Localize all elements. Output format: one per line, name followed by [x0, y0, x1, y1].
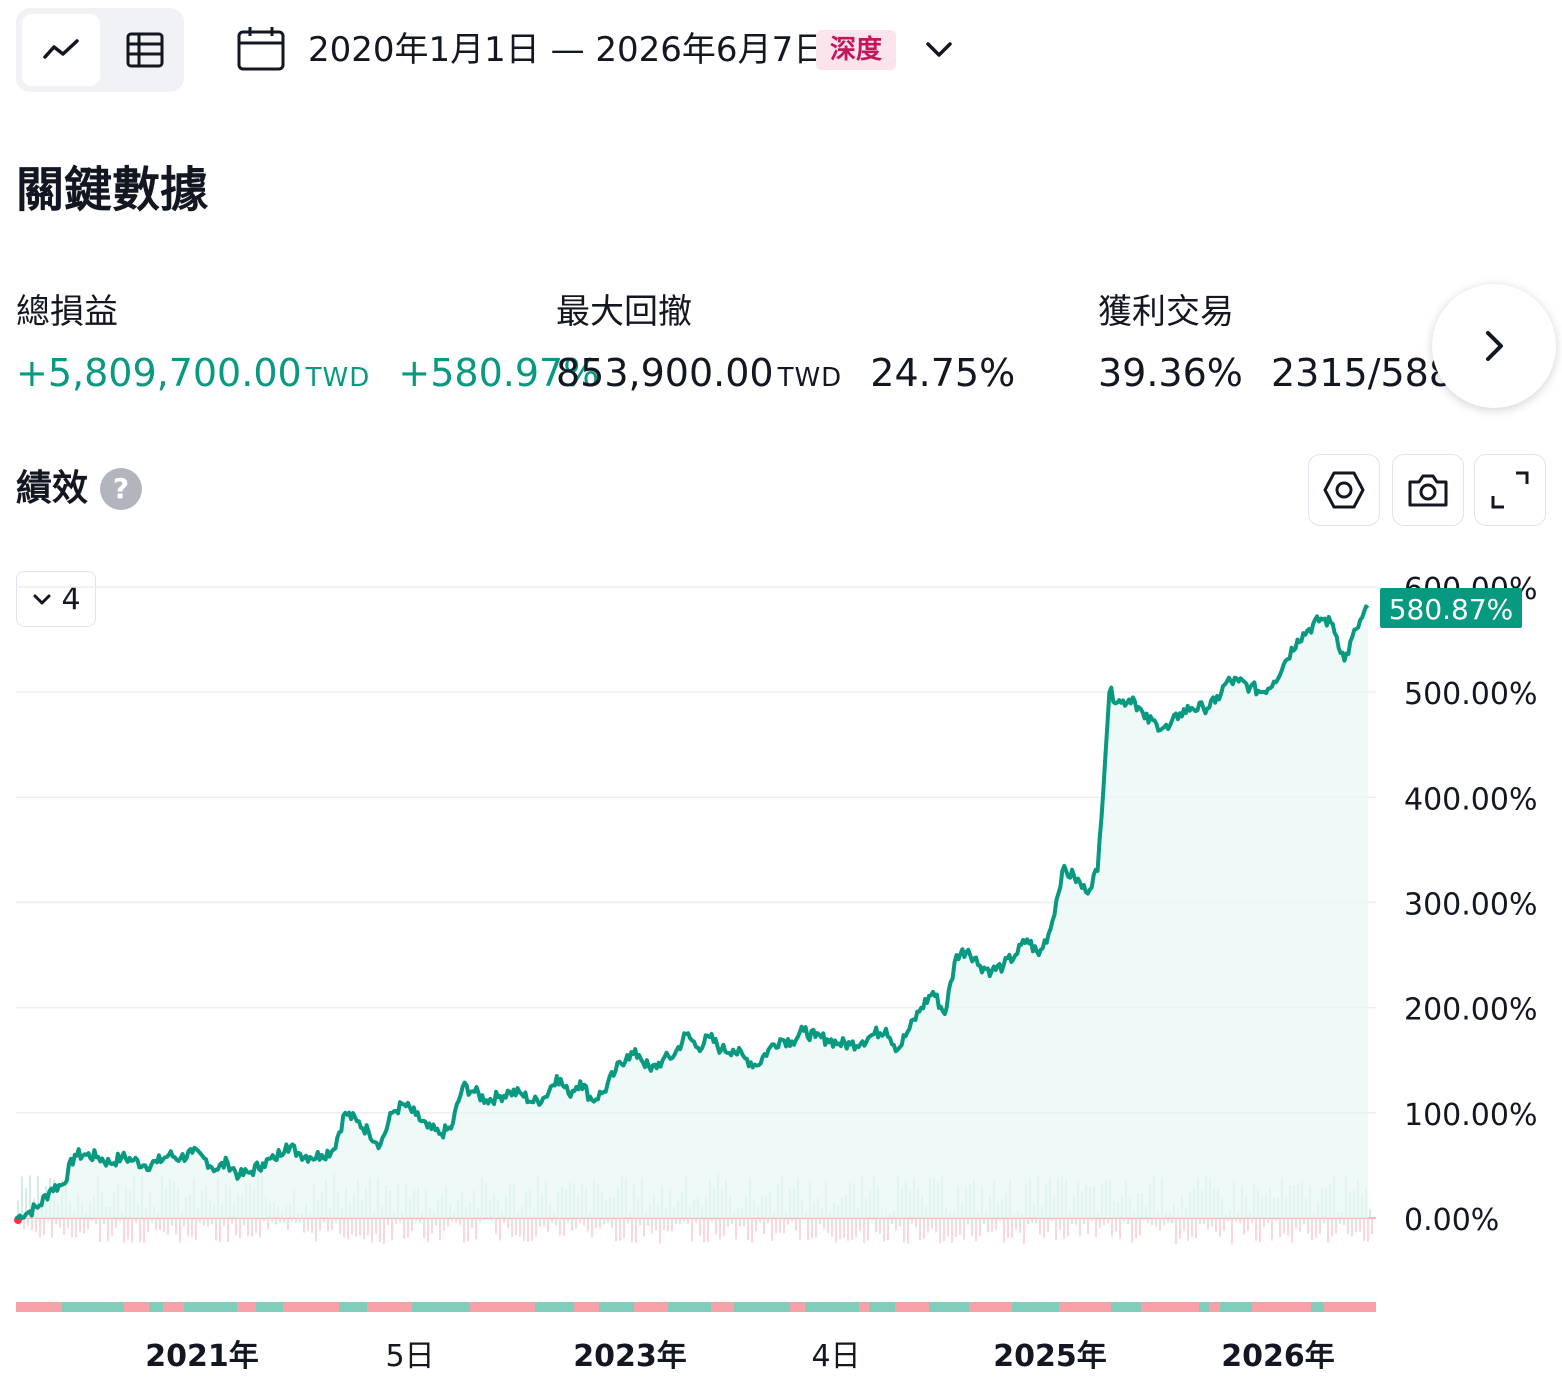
mode-badge: 深度 [816, 30, 897, 70]
strip-segment [535, 1302, 574, 1312]
chevron-right-icon [1486, 331, 1503, 361]
profitable-trades-percent: 39.36% [1098, 351, 1243, 395]
strip-segment [805, 1302, 859, 1312]
strip-segment [1141, 1302, 1199, 1312]
page-title: 關鍵數據 [16, 162, 209, 218]
calendar-icon[interactable] [236, 26, 286, 72]
x-tick-label: 2026年 [1221, 1339, 1335, 1374]
x-tick-label: 2021年 [145, 1339, 259, 1374]
performance-title: 績效 [16, 468, 89, 509]
stat-label-max-drawdown: 最大回撤 [556, 292, 692, 332]
strip-segment [1059, 1302, 1111, 1312]
strip-segment [869, 1302, 895, 1312]
strip-segment [969, 1302, 1012, 1312]
last-value-label: 580.87% [1380, 588, 1522, 629]
strip-segment [367, 1302, 412, 1312]
strip-segment [599, 1302, 634, 1312]
strip-segment [1311, 1302, 1324, 1312]
strip-segment [1324, 1302, 1376, 1312]
fullscreen-button[interactable] [1474, 454, 1546, 526]
x-tick-label: 4日 [811, 1339, 860, 1374]
last-value-box [1380, 588, 1522, 629]
view-mode-toggle [16, 8, 184, 92]
equity-line [15, 604, 1370, 1220]
last-value-text: 580.87% [1389, 593, 1514, 626]
stat-value-profitable-trades: 39.36% 2315/5882 [1098, 348, 1477, 398]
stat-label-profitable-trades: 獲利交易 [1098, 292, 1234, 332]
strip-segment [62, 1302, 124, 1312]
stat-label-total-pnl: 總損益 [16, 292, 118, 332]
max-drawdown-unit: TWD [777, 363, 843, 393]
strip-segment [859, 1302, 869, 1312]
max-drawdown-amount: 853,900.00 [556, 351, 774, 395]
total-pnl-percent: +580.97% [398, 351, 600, 395]
help-icon[interactable]: ? [100, 468, 142, 510]
strip-segment [1012, 1302, 1059, 1312]
strip-segment [124, 1302, 149, 1312]
strip-segment [668, 1302, 711, 1312]
strip-segment [339, 1302, 367, 1312]
table-view-icon [126, 32, 164, 68]
total-pnl-unit: TWD [305, 363, 371, 393]
table-view-button[interactable] [106, 14, 184, 86]
y-tick-label: 400.00% [1404, 782, 1537, 817]
chart-settings-button[interactable] [1308, 454, 1380, 526]
series-selector[interactable]: 4 [16, 571, 96, 627]
strip-segment [256, 1302, 283, 1312]
y-tick-label: 500.00% [1404, 677, 1537, 712]
strip-segment [895, 1302, 929, 1312]
y-tick-label: 100.00% [1404, 1098, 1537, 1133]
strip-segment [412, 1302, 470, 1312]
strip-segment [1252, 1302, 1311, 1312]
stat-value-total-pnl: +5,809,700.00 TWD +580.97% [16, 348, 599, 403]
strip-segment [1220, 1302, 1252, 1312]
x-tick-label: 2025年 [993, 1339, 1107, 1374]
y-tick-label: 300.00% [1404, 887, 1537, 922]
equity-area [16, 606, 1368, 1218]
settings-hex-icon [1323, 471, 1365, 509]
series-count: 4 [61, 581, 81, 617]
date-range[interactable]: 2020年1月1日 — 2026年6月7日 [308, 30, 828, 70]
strip-segment [574, 1302, 599, 1312]
y-tick-label: 200.00% [1404, 993, 1537, 1028]
strip-segment [1111, 1302, 1141, 1312]
stat-value-max-drawdown: 853,900.00 TWD 24.75% [556, 348, 1015, 403]
camera-icon [1408, 474, 1448, 507]
strip-segment [184, 1302, 237, 1312]
strip-segment [929, 1302, 969, 1312]
fullscreen-icon [1491, 471, 1529, 509]
strip-segment [149, 1302, 163, 1312]
y-axis-labels: 0.00% 100.00% 200.00% 300.00% 400.00% 500.00%… [1404, 572, 1537, 1238]
strip-segment [711, 1302, 734, 1312]
y-tick-label: 0.00% [1404, 1203, 1499, 1238]
total-pnl-amount: +5,809,700.00 [16, 351, 302, 395]
strip-segment [790, 1302, 805, 1312]
chart-view-icon [43, 39, 79, 59]
strip-segment [734, 1302, 790, 1312]
performance-chart[interactable]: 0.00% 100.00% 200.00% 300.00% 400.00% 500.00%… [0, 560, 1562, 1390]
chart-view-button[interactable] [22, 14, 100, 86]
chevron-down-icon [33, 594, 51, 605]
strip-segment [470, 1302, 535, 1312]
x-tick-label: 5日 [385, 1339, 434, 1374]
next-stats-button[interactable] [1432, 284, 1556, 408]
strip-segment [634, 1302, 668, 1312]
x-tick-label: 2023年 [573, 1339, 687, 1374]
max-drawdown-percent: 24.75% [870, 351, 1016, 395]
strip-segment [1209, 1302, 1220, 1312]
trade-result-strip [16, 1302, 1376, 1312]
strip-segment [283, 1302, 339, 1312]
strip-segment [16, 1302, 62, 1312]
chevron-down-icon[interactable] [922, 32, 956, 66]
strip-segment [237, 1302, 256, 1312]
strip-segment [163, 1302, 184, 1312]
screenshot-button[interactable] [1392, 454, 1464, 526]
x-axis-labels: 2021年 5日 2023年 4日 2025年 2026年 [145, 1339, 1335, 1374]
strip-segment [1199, 1302, 1209, 1312]
